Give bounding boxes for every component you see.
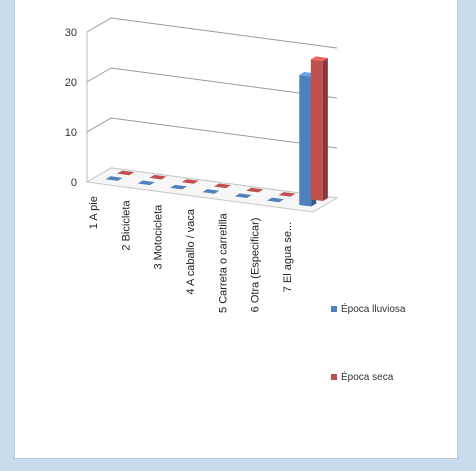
x-category-label: 5 Carreta o carretilla: [217, 212, 229, 313]
legend: Época lluviosa Época seca: [331, 302, 406, 383]
x-category-label: 4 A caballo / vaca: [185, 208, 197, 294]
bar-seca-3: [181, 179, 199, 184]
x-axis-labels: 1 A pie 2 Bicicleta 3 Motocicleta 4 A cabal…: [88, 196, 294, 313]
bars: [105, 56, 328, 207]
x-category-label: 3 Motocicleta: [153, 204, 165, 270]
legend-label-seca: Época seca: [341, 370, 394, 383]
legend-swatch-seca: [331, 374, 337, 380]
bar-seca-5: [246, 187, 264, 193]
bar-seca-1: [117, 170, 135, 176]
bar-lluviosa-3: [170, 184, 188, 190]
bar-front-face: [299, 74, 312, 207]
y-tick-label: 20: [65, 77, 77, 89]
bar-lluviosa-6: [266, 197, 284, 203]
bar-lluviosa-5: [234, 193, 252, 198]
bar-side-face: [322, 57, 328, 201]
gridline-20: [86, 67, 338, 99]
bar-lluviosa-4: [202, 189, 220, 194]
y-tick-label: 0: [71, 177, 77, 189]
y-tick-label: 30: [65, 27, 77, 39]
bar-seca-2: [149, 174, 167, 180]
chart-canvas: 0 10 20 30 1 A pie 2 Bicicleta 3 Motocicleta 4…: [65, 17, 406, 383]
x-category-label: 1 A pie: [88, 196, 100, 229]
x-category-label: 7 El agua se...: [282, 222, 294, 292]
x-category-label: 2 Bicicleta: [120, 200, 132, 251]
x-category-label: 6 Otra (Especificar): [250, 218, 262, 313]
bar-lluviosa-2: [137, 180, 155, 186]
bar-seca-4: [214, 183, 231, 189]
gridline-10: [86, 117, 338, 149]
gridline-30: [86, 17, 338, 49]
bar-front-face: [310, 59, 323, 201]
chart-panel: 0 10 20 30 1 A pie 2 Bicicleta 3 Motocicleta 4…: [14, 0, 458, 459]
bar-seca-6: [278, 192, 296, 197]
legend-swatch-lluviosa: [331, 306, 337, 312]
legend-label-lluviosa: Época lluviosa: [341, 302, 406, 315]
bar-top-face: [310, 56, 328, 61]
bar-seca-7: [310, 56, 328, 201]
bar-lluviosa-1: [105, 176, 123, 181]
y-tick-label: 10: [65, 127, 77, 139]
y-axis-ticks: 0 10 20 30: [65, 27, 77, 189]
